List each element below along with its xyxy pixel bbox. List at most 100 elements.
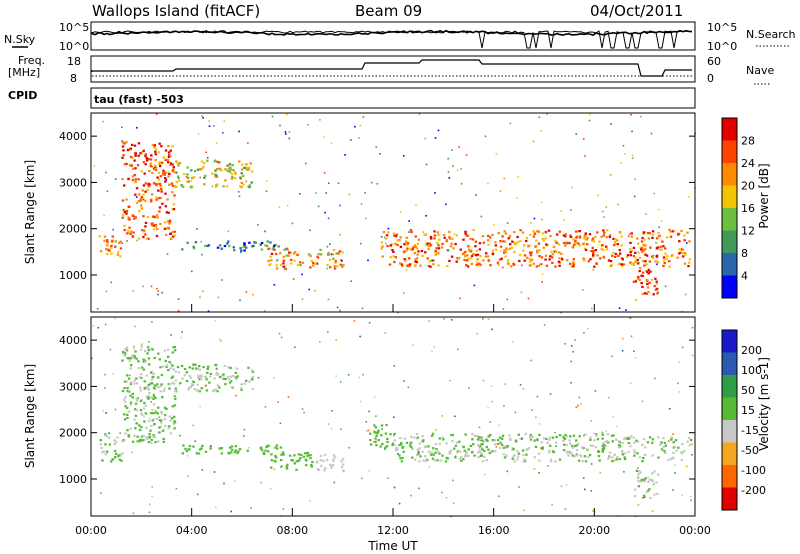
data-cell	[126, 413, 129, 416]
data-cell	[452, 247, 455, 250]
colorbar-segment	[722, 208, 737, 231]
data-cell	[452, 165, 454, 167]
data-cell	[262, 451, 265, 454]
data-cell	[499, 441, 502, 444]
data-cell	[558, 257, 561, 259]
data-cell	[584, 433, 587, 436]
data-cell	[336, 306, 339, 309]
colorbar-segment	[722, 163, 737, 186]
data-cell	[668, 265, 671, 268]
freq-strip-frame	[90, 55, 696, 83]
data-cell	[569, 234, 572, 237]
data-cell	[533, 468, 536, 470]
data-cell	[125, 406, 129, 409]
data-cell	[430, 434, 434, 437]
data-cell	[635, 299, 637, 301]
data-cell	[380, 434, 383, 437]
data-cell	[655, 241, 658, 244]
data-cell	[260, 241, 264, 245]
data-cell	[677, 446, 680, 449]
data-cell	[182, 444, 185, 447]
data-cell	[111, 235, 114, 238]
data-cell	[590, 463, 593, 465]
data-cell	[582, 138, 585, 140]
data-cell	[451, 149, 453, 151]
data-cell	[165, 233, 168, 236]
data-cell	[487, 407, 489, 409]
data-cell	[641, 271, 645, 274]
data-cell	[306, 452, 309, 455]
data-cell	[365, 421, 368, 423]
data-cell	[591, 237, 595, 240]
data-cell	[683, 239, 686, 242]
data-cell	[395, 448, 398, 451]
data-cell	[135, 382, 139, 385]
data-cell	[198, 390, 201, 393]
data-cell	[153, 423, 156, 426]
data-cell	[641, 400, 644, 403]
data-cell	[128, 357, 131, 360]
data-cell	[582, 237, 586, 240]
data-cell	[602, 229, 605, 232]
data-cell	[323, 469, 326, 472]
data-cell	[178, 179, 181, 182]
data-cell	[647, 480, 650, 483]
y-tick-label: 2000	[59, 427, 87, 440]
data-cell	[617, 254, 620, 257]
data-cell	[359, 335, 361, 338]
data-cell	[288, 131, 291, 133]
data-cell	[376, 431, 380, 434]
data-cell	[310, 465, 313, 468]
data-cell	[108, 249, 111, 252]
data-cell	[583, 434, 585, 437]
data-cell	[575, 241, 578, 244]
data-cell	[323, 172, 326, 174]
data-cell	[516, 458, 519, 461]
data-cell	[491, 253, 495, 256]
data-cell	[100, 446, 103, 449]
data-cell	[484, 473, 486, 476]
data-cell	[446, 457, 449, 460]
data-cell	[595, 262, 598, 265]
data-cell	[572, 265, 575, 268]
data-cell	[167, 211, 170, 214]
data-cell	[648, 488, 651, 491]
y-tick-label: 4000	[59, 334, 87, 347]
data-cell	[163, 349, 166, 352]
data-cell	[168, 360, 171, 364]
data-cell	[414, 260, 417, 263]
data-cell	[632, 436, 635, 439]
data-cell	[503, 405, 505, 407]
data-cell	[641, 444, 643, 446]
data-cell	[508, 234, 512, 238]
data-cell	[197, 132, 200, 135]
data-cell	[279, 252, 282, 255]
data-cell	[143, 420, 146, 423]
data-cell	[410, 494, 412, 497]
data-cell	[368, 410, 370, 413]
data-cell	[564, 244, 567, 247]
data-cell	[615, 458, 618, 461]
data-cell	[316, 461, 319, 464]
data-cell	[299, 261, 302, 264]
data-cell	[122, 208, 125, 212]
data-cell	[648, 436, 652, 439]
data-cell	[150, 396, 154, 399]
data-cell	[228, 378, 231, 381]
data-cell	[139, 399, 143, 403]
data-cell	[570, 452, 573, 455]
data-cell	[157, 290, 160, 292]
data-cell	[544, 237, 547, 240]
data-cell	[617, 446, 620, 449]
data-cell	[181, 452, 184, 455]
data-cell	[468, 387, 470, 389]
data-cell	[285, 467, 289, 470]
data-cell	[560, 485, 563, 488]
data-cell	[265, 445, 268, 449]
data-cell	[459, 455, 463, 459]
data-cell	[620, 162, 622, 164]
data-cell	[592, 240, 596, 243]
data-cell	[656, 492, 659, 495]
data-cell	[414, 235, 417, 238]
data-cell	[167, 154, 171, 157]
